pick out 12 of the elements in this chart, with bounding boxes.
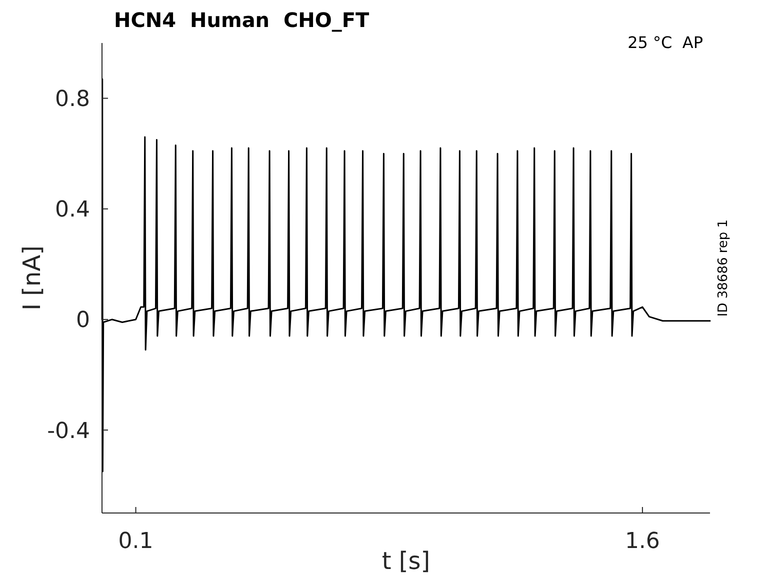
line-series: [101, 78, 711, 472]
annotation: 25 °C AP: [628, 33, 704, 52]
x-axis-title: t [s]: [382, 547, 430, 575]
y-tick-label: 0: [76, 308, 90, 334]
x-tick-label: 0.1: [118, 529, 154, 554]
x-tick-label: 1.6: [624, 529, 660, 554]
text: ID 38686 rep 1: [716, 219, 731, 317]
y-axis-title: I [nA]: [18, 245, 46, 311]
chart-title: HCN4 Human CHO_FT: [114, 8, 370, 32]
y-tick-label: -0.4: [47, 418, 90, 444]
y-tick-label: 0.8: [55, 86, 90, 112]
y-tick-label: 0.4: [55, 198, 90, 223]
